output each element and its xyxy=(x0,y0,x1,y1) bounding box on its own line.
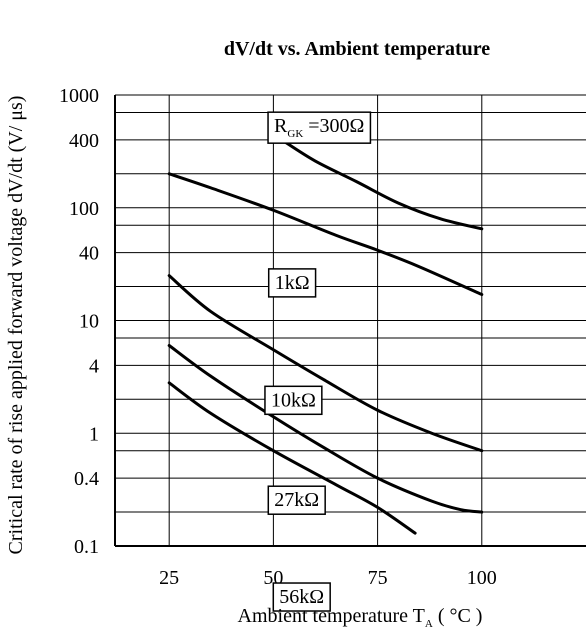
series-line xyxy=(167,344,484,514)
curve-label: 56kΩ xyxy=(272,582,331,612)
curve-label: 27kΩ xyxy=(267,485,326,515)
y-axis-label: Critical rate of rise applied forward vo… xyxy=(5,96,27,555)
chart-title: dV/dt vs. Ambient temperature xyxy=(224,38,490,60)
y-tick-label: 4 xyxy=(89,355,99,377)
curve-labels: RGK =300Ω 1kΩ 10kΩ 27kΩ 56kΩ xyxy=(264,111,372,612)
curve-label-name: 56kΩ xyxy=(279,586,324,608)
x-axis-label-sub: A xyxy=(425,618,433,630)
curves xyxy=(167,138,484,535)
y-tick-label: 1 xyxy=(89,423,99,445)
curve-label-text: 27kΩ xyxy=(274,489,319,511)
series-line xyxy=(167,172,484,297)
curve-label-text: 56kΩ xyxy=(279,586,324,608)
series-line xyxy=(167,274,484,453)
curve-label-text: RGK =300Ω xyxy=(274,115,364,140)
curve-label-name: 10kΩ xyxy=(271,389,316,411)
curve-label-box xyxy=(267,111,372,144)
x-tick-labels: 25 50 75 100 xyxy=(159,567,497,589)
curve-label-sub: GK xyxy=(287,128,303,140)
x-tick-label: 25 xyxy=(159,567,179,589)
curve-label-name: 1kΩ xyxy=(275,272,310,294)
x-axis-label-unit: ( °C ) xyxy=(433,605,483,627)
y-tick-label: 0.1 xyxy=(74,536,99,558)
y-tick-label: 100 xyxy=(69,198,99,220)
x-tick-label: 100 xyxy=(467,567,497,589)
curve-label-box xyxy=(267,485,326,515)
series-line xyxy=(167,381,417,535)
curve-label: 1kΩ xyxy=(267,268,317,298)
x-tick-label: 75 xyxy=(368,567,388,589)
curve-label-text: 1kΩ xyxy=(275,272,310,294)
curve-label-box xyxy=(267,268,317,298)
y-tick-labels: 0.1 0.4 1 4 10 40 100 400 1000 xyxy=(59,85,99,558)
x-axis-label: Ambient temperature TA ( °C ) xyxy=(238,605,483,630)
series-line xyxy=(280,138,484,231)
curve-label-suffix: =300Ω xyxy=(303,115,364,137)
y-tick-label: 400 xyxy=(69,130,99,152)
curve-label-box xyxy=(264,385,323,416)
plot-frame xyxy=(114,95,586,547)
x-axis-label-main: Ambient temperature T xyxy=(238,605,425,627)
y-tick-label: 0.4 xyxy=(74,468,99,490)
y-tick-label: 1000 xyxy=(59,85,99,107)
curve-label-text: 10kΩ xyxy=(271,389,316,411)
curve-label-name: 27kΩ xyxy=(274,489,319,511)
y-tick-label: 10 xyxy=(79,311,99,333)
grid-lines xyxy=(115,94,586,546)
curve-label-name: R xyxy=(274,115,288,137)
curve-label-box xyxy=(272,582,331,612)
y-tick-label: 40 xyxy=(79,243,99,265)
curve-label: RGK =300Ω xyxy=(267,111,372,144)
curve-label: 10kΩ xyxy=(264,385,323,416)
